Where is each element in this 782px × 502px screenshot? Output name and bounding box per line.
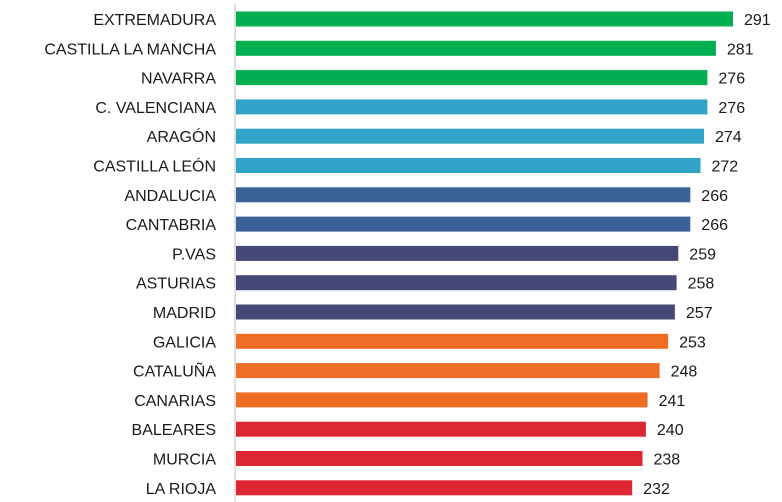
category-label-castilla-la-mancha: CASTILLA LA MANCHA [44,41,216,58]
category-label-asturias: ASTURIAS [136,276,216,293]
value-label-p-vas: 259 [689,246,716,263]
category-label-murcia: MURCIA [153,452,216,469]
bar-asturias [236,275,677,291]
bar-navarra [236,70,708,86]
bar-baleares [236,421,646,437]
category-label-andalucia: ANDALUCIA [124,188,216,205]
bar-c-valenciana [236,99,708,115]
category-label-cantabria: CANTABRIA [126,217,217,234]
value-label-navarra: 276 [718,71,745,88]
category-label-p-vas: P.VAS [172,246,216,263]
value-label-castilla-leon: 272 [712,159,739,176]
value-label-c-valenciana: 276 [718,100,745,117]
category-label-la-rioja: LA RIOJA [146,481,217,498]
bar-galicia [236,333,669,349]
category-label-galicia: GALICIA [153,334,216,351]
category-label-baleares: BALEARES [132,422,216,439]
bar-aragon [236,128,704,144]
category-label-castilla-leon: CASTILLA LEÓN [93,157,216,176]
value-label-canarias: 241 [659,393,686,410]
category-label-cataluna: CATALUÑA [133,361,216,381]
bar-extremadura [236,11,733,27]
bar-castilla-leon [236,158,701,173]
value-label-cantabria: 266 [701,217,728,234]
category-label-extremadura: EXTREMADURA [93,12,216,29]
value-labels: 291 281 276 276 274 272 266 266 259 258 257 253 248 2… [643,12,771,498]
value-label-baleares: 240 [657,422,684,439]
value-label-murcia: 238 [654,452,681,469]
bar-p-vas [236,245,679,261]
bar-andalucia [236,187,691,203]
bar-madrid [236,304,675,320]
bar-la-rioja [236,480,633,496]
value-label-andalucia: 266 [701,188,728,205]
category-labels: EXTREMADURA CASTILLA LA MANCHA NAVARRA C. V… [44,12,216,498]
value-label-castilla-la-mancha: 281 [727,41,754,58]
value-label-asturias: 258 [688,276,715,293]
bar-murcia [236,451,643,466]
category-label-c-valenciana: C. VALENCIANA [95,100,216,117]
bar-cantabria [236,216,691,232]
value-label-madrid: 257 [686,305,713,322]
bars-layer [236,11,733,496]
value-label-extremadura: 291 [744,12,771,29]
bar-canarias [236,392,648,408]
category-label-canarias: CANARIAS [134,393,216,410]
bar-cataluna [236,363,660,379]
value-label-galicia: 253 [679,334,706,351]
category-label-madrid: MADRID [153,305,216,322]
value-label-cataluna: 248 [671,364,698,381]
value-label-aragon: 274 [715,129,742,146]
category-label-aragon: ARAGÓN [147,127,216,146]
category-label-navarra: NAVARRA [141,71,216,88]
bar-castilla-la-mancha [236,40,716,56]
value-label-la-rioja: 232 [643,481,670,498]
